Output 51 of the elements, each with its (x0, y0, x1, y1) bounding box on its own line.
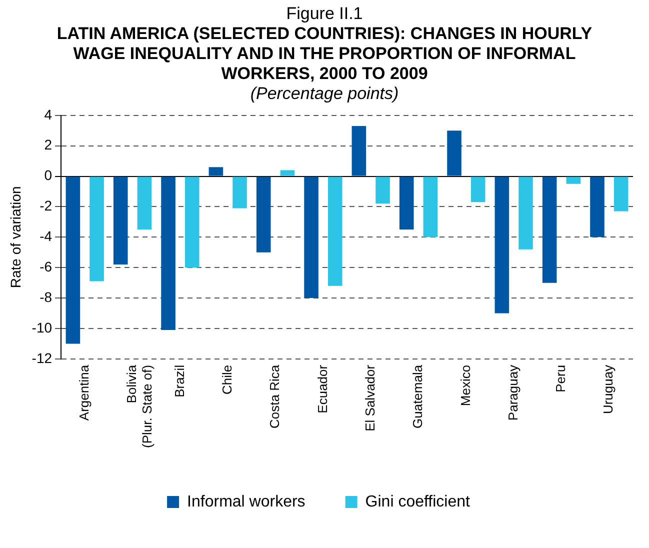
bar (66, 176, 80, 344)
bar (208, 167, 224, 176)
y-tick-label: -2 (40, 198, 52, 214)
x-tick-label: Peru (553, 364, 568, 392)
y-tick-label: -6 (40, 258, 52, 274)
x-tick-label: Brazil (172, 364, 187, 398)
y-tick-label: -10 (32, 319, 52, 336)
y-tick-label: 2 (44, 136, 52, 153)
bar (566, 176, 581, 184)
y-tick-label: 4 (44, 106, 52, 122)
bar (352, 126, 366, 176)
x-tick-label: Guatemala (410, 364, 426, 429)
x-tick-label: El Salvador (362, 364, 378, 432)
bar (542, 176, 557, 283)
chart-subtitle: (Percentage points) (249, 84, 400, 104)
x-tick-label: Mexico (458, 364, 473, 406)
bar (161, 176, 176, 330)
x-tick-label: Chile (219, 364, 234, 395)
bar (256, 176, 271, 252)
bar (470, 176, 486, 202)
bar (494, 176, 510, 314)
y-axis-title: Rate of variation (7, 186, 24, 288)
bar (280, 170, 295, 176)
x-tick-label: Argentina (76, 364, 92, 421)
bar (423, 176, 438, 238)
legend-label: Gini coefficient (365, 493, 471, 510)
y-tick-label: -12 (32, 350, 52, 366)
bar (447, 130, 462, 176)
y-tick-label: -4 (40, 228, 52, 244)
bar (614, 176, 628, 212)
x-tick-label: Ecuador (314, 364, 330, 414)
bar (328, 176, 342, 286)
x-tick-label: Paraguay (505, 364, 520, 421)
bar (184, 176, 200, 268)
x-tick-label: Costa Rica (267, 364, 282, 428)
x-tick-label: Bolivia (Plur. State of) (124, 364, 155, 448)
chart-title: LATIN AMERICA (SELECTED COUNTRIES): CHANGES IN HOURLY WAGE INEQUALITY AND IN THE PROPORTION OF INFORMAL WORKERS, 2000 TO 2009 (56, 24, 594, 84)
bar (376, 176, 390, 204)
y-tick-label: 0 (44, 167, 52, 184)
bar (137, 176, 152, 230)
y-tick-label: -8 (40, 288, 52, 305)
bar (304, 176, 318, 298)
text: Figure II.1 (285, 4, 364, 24)
legend-label: Informal workers (187, 493, 306, 510)
bar (518, 176, 533, 250)
bar (590, 176, 604, 238)
bar (113, 176, 128, 265)
x-tick-label: Uruguay (600, 364, 616, 414)
bar (90, 176, 104, 282)
bar (399, 176, 414, 230)
bar (232, 176, 247, 208)
